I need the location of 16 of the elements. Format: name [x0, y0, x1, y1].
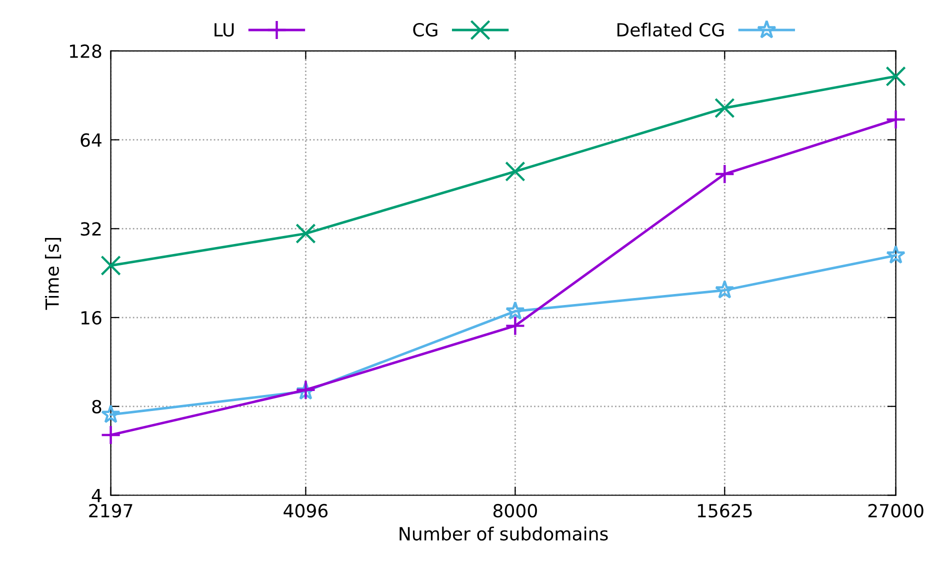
legend-label: CG [413, 22, 438, 37]
x-tick-label: 4096 [284, 504, 328, 518]
x-axis-title: Number of subdomains [400, 526, 608, 541]
y-tick-label: 64 [80, 133, 102, 147]
y-tick-label: 128 [70, 44, 102, 58]
x-tick-label: 27000 [868, 504, 924, 518]
y-axis-title: Time [s] [44, 238, 62, 310]
y-tick-label: 32 [80, 222, 101, 236]
y-tick-label: 16 [81, 310, 102, 325]
x-tick-label: 2197 [89, 504, 132, 518]
legend-label: LU [214, 23, 234, 37]
y-tick-label: 8 [92, 400, 102, 414]
y-tick-label: 4 [92, 488, 102, 502]
x-tick-label: 8000 [493, 504, 537, 518]
legend-label: Deflated CG [617, 22, 724, 37]
x-tick-label: 15625 [698, 504, 752, 518]
